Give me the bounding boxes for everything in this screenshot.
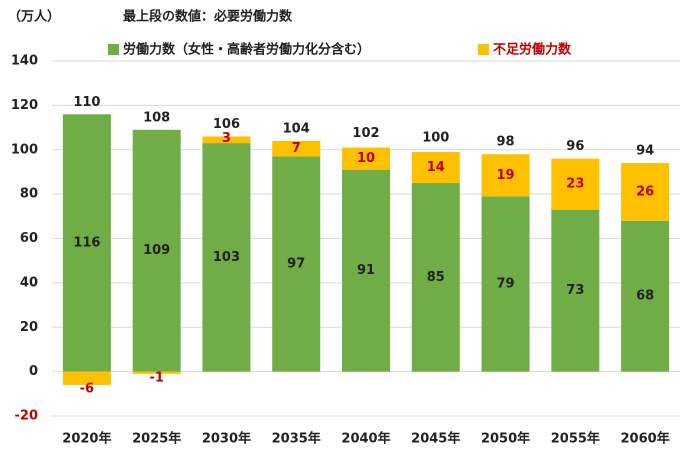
bar-segment	[551, 209, 600, 372]
x-tick-label: 2035年	[272, 431, 321, 447]
y-tick-label: 120	[11, 98, 38, 113]
bar-segment	[132, 371, 181, 374]
chart-title: 最上段の数値：必要労働力数	[123, 9, 293, 25]
y-tick-label: 40	[20, 275, 38, 290]
bar-segment	[411, 183, 460, 372]
total-label: 94	[636, 144, 654, 159]
data-label: -1	[149, 370, 163, 385]
bar-segment	[551, 158, 600, 210]
legend-label: 不足労働力数	[493, 42, 572, 58]
bar-segment	[272, 156, 321, 372]
bar-segment	[132, 129, 181, 372]
x-tick-label: 2050年	[481, 431, 530, 447]
bar-segment	[62, 371, 111, 385]
bar-segment	[272, 140, 321, 157]
data-label: 19	[497, 168, 515, 183]
data-label: 3	[222, 131, 231, 146]
legend-swatch	[108, 44, 119, 55]
x-tick-label: 2060年	[621, 431, 670, 447]
total-label: 98	[497, 135, 515, 150]
bar-segment	[621, 163, 670, 221]
total-label: 108	[143, 110, 170, 125]
data-label: 23	[566, 177, 584, 192]
data-label: 26	[636, 184, 654, 199]
x-tick-label: 2040年	[341, 431, 390, 447]
bar-segment	[342, 147, 390, 170]
y-tick-label: 80	[20, 187, 38, 202]
data-label: 103	[213, 250, 240, 265]
data-label: 97	[287, 257, 305, 272]
data-label: 14	[427, 160, 445, 175]
total-label: 104	[283, 121, 310, 136]
y-tick-label: 20	[20, 320, 38, 335]
data-label: 68	[636, 289, 654, 304]
total-label: 96	[566, 139, 584, 154]
total-label: 100	[422, 130, 449, 145]
data-label: 109	[143, 243, 170, 258]
data-label: 10	[357, 151, 375, 166]
total-label: 110	[73, 95, 100, 110]
data-label: 85	[427, 270, 445, 285]
data-label: 79	[497, 276, 515, 291]
bar-segment	[62, 114, 111, 372]
bar-segment	[342, 169, 390, 372]
total-label: 102	[352, 126, 379, 141]
x-tick-label: 2025年	[132, 431, 181, 447]
data-label: 91	[357, 263, 375, 278]
total-label: 106	[213, 117, 240, 132]
data-label: -6	[80, 381, 94, 396]
data-label: 116	[73, 235, 100, 250]
bar-segment	[481, 154, 530, 197]
legend-swatch	[478, 44, 489, 55]
y-tick-label: 60	[20, 231, 38, 246]
bar-segment	[202, 136, 251, 144]
bar-segment	[202, 143, 251, 372]
y-axis-unit: （万人）	[8, 9, 60, 25]
bar-segment	[621, 220, 670, 372]
x-tick-label: 2055年	[551, 431, 600, 447]
data-label: 7	[292, 141, 301, 156]
y-tick-label: -20	[15, 409, 39, 424]
data-label: 73	[566, 283, 584, 298]
x-tick-label: 2030年	[202, 431, 251, 447]
y-tick-label: 0	[29, 364, 38, 379]
bar-segment	[481, 196, 530, 372]
y-tick-label: 100	[11, 142, 38, 157]
x-tick-label: 2045年	[411, 431, 460, 447]
bar-segment	[411, 151, 460, 184]
y-tick-label: 140	[11, 54, 38, 69]
legend-label: 労働力数（女性・高齢者労働力化分含む）	[123, 42, 370, 58]
x-tick-label: 2020年	[62, 431, 111, 447]
